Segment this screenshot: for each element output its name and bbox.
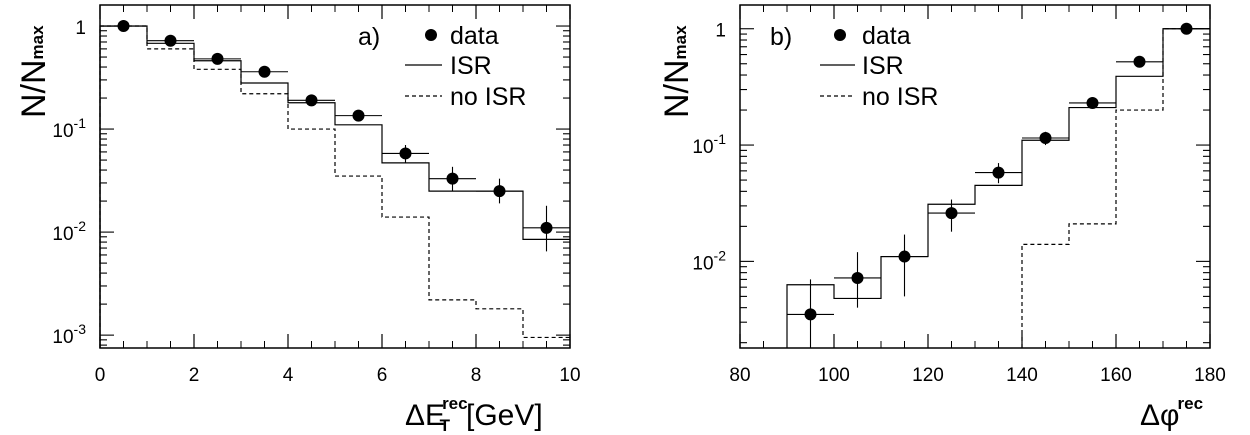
legend-label-data-b: data <box>862 22 911 50</box>
data-point-b <box>945 207 958 220</box>
histogram-no-isr-a <box>99 25 570 348</box>
ticks-b: 80 100 120 140 160 180 1 10-1 10-2 <box>692 5 1226 386</box>
x-axis-label-main-b: Δφ <box>1140 399 1180 432</box>
x-tick-label-a: 2 <box>189 365 200 386</box>
data-point-b <box>1086 96 1099 109</box>
data-point-a <box>446 172 459 185</box>
y-axis-label-sub-a: max <box>28 25 47 60</box>
data-point-a <box>211 52 224 65</box>
x-tick-label-a: 6 <box>377 365 388 386</box>
panel-b: 80 100 120 140 160 180 1 10-1 10-2 b) data ISR n… <box>658 4 1226 432</box>
y-axis-label-text-a: N/N <box>15 59 53 118</box>
histogram-isr-b <box>786 28 1210 348</box>
data-point-b <box>1133 55 1146 68</box>
plot-frame-a <box>99 4 571 349</box>
data-point-a <box>352 109 365 122</box>
legend-label-noisr-a: no ISR <box>450 83 526 111</box>
x-tick-label-b: 100 <box>818 365 850 386</box>
svg-text:N/Nmax: N/Nmax <box>658 25 696 118</box>
x-tick-label-b: 160 <box>1100 365 1132 386</box>
legend-label-data-a: data <box>450 22 499 50</box>
data-point-a <box>305 94 318 107</box>
data-point-b <box>804 308 817 321</box>
data-point-a <box>493 185 506 198</box>
y-axis-label-text-b: N/N <box>658 59 696 118</box>
x-tick-label-a: 0 <box>95 365 106 386</box>
legend-label-isr-a: ISR <box>450 52 492 80</box>
x-axis-label-sup-b: rec <box>1178 394 1204 413</box>
y-tick-label-a: 10-1 <box>52 115 86 142</box>
legend-marker-data-b <box>834 29 846 41</box>
data-point-b <box>851 271 864 284</box>
data-point-b <box>1039 131 1052 144</box>
panel-label-b: b) <box>770 23 792 51</box>
svg-text:N/Nmax: N/Nmax <box>15 25 53 118</box>
y-tick-label-b: 10-2 <box>692 247 726 274</box>
data-point-b <box>1180 22 1193 35</box>
data-point-a <box>540 221 553 234</box>
data-point-a <box>117 20 130 33</box>
x-tick-label-b: 80 <box>729 365 750 386</box>
ticks-a: 0 2 4 6 8 10 1 10-1 10-2 10-3 <box>52 5 581 386</box>
x-axis-label-sup-a: rec <box>442 394 468 413</box>
data-point-a <box>164 34 177 47</box>
x-axis-label-a: ΔErec T [GeV] <box>405 394 543 435</box>
histogram-no-isr-b <box>1021 28 1210 348</box>
y-tick-label-b: 1 <box>715 21 726 42</box>
data-points-b <box>787 22 1210 348</box>
data-point-b <box>992 166 1005 179</box>
panel-label-a: a) <box>358 23 380 51</box>
x-tick-label-a: 10 <box>559 365 580 386</box>
histograms-b <box>786 28 1210 348</box>
legend-marker-data-a <box>425 29 437 41</box>
y-tick-label-a: 1 <box>75 18 86 39</box>
x-axis-label-b: Δφrec <box>1140 394 1203 432</box>
y-axis-label-a: N/Nmax <box>15 25 53 118</box>
x-tick-label-b: 180 <box>1194 365 1226 386</box>
y-tick-label-b: 10-1 <box>692 131 726 158</box>
x-tick-label-b: 120 <box>912 365 944 386</box>
data-points-a <box>100 20 570 252</box>
data-point-b <box>898 250 911 263</box>
x-axis-label-unit-a: [GeV] <box>466 399 543 432</box>
x-tick-label-a: 8 <box>471 365 482 386</box>
x-tick-label-a: 4 <box>283 365 294 386</box>
data-point-a <box>258 65 271 78</box>
legend-label-noisr-b: no ISR <box>862 83 938 111</box>
data-point-a <box>399 147 412 160</box>
y-tick-label-a: 10-2 <box>52 218 86 245</box>
x-tick-label-b: 140 <box>1006 365 1038 386</box>
legend-label-isr-b: ISR <box>862 52 904 80</box>
x-axis-label-main-a: ΔE <box>405 399 445 432</box>
y-axis-label-sub-b: max <box>671 25 690 60</box>
x-axis-label-sub-a: T <box>440 416 451 435</box>
y-tick-label-a: 10-3 <box>52 321 86 348</box>
y-axis-label-b: N/Nmax <box>658 25 696 118</box>
